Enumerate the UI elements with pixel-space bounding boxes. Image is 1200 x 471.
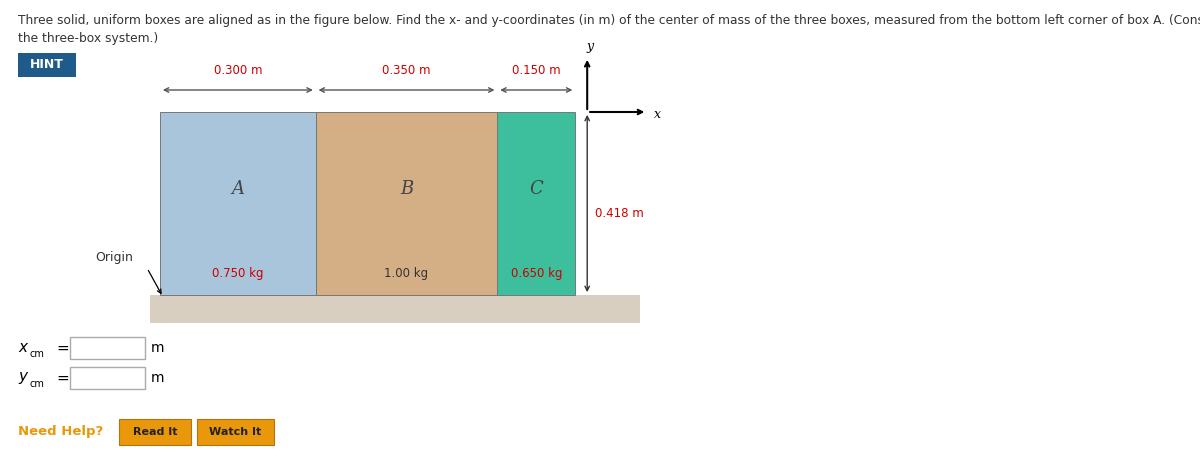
Text: m: m [151, 341, 164, 355]
FancyBboxPatch shape [150, 295, 641, 323]
Text: Three solid, uniform boxes are aligned as in the figure below. Find the x- and y: Three solid, uniform boxes are aligned a… [18, 14, 1200, 27]
Text: C: C [529, 179, 544, 197]
FancyBboxPatch shape [316, 112, 497, 295]
Text: $x$: $x$ [18, 341, 30, 355]
Text: 0.750 kg: 0.750 kg [212, 267, 264, 279]
Text: 0.418 m: 0.418 m [595, 207, 644, 220]
Text: x: x [654, 107, 661, 121]
Text: 0.150 m: 0.150 m [512, 64, 560, 77]
Text: cm: cm [29, 379, 44, 389]
Text: $y$: $y$ [18, 370, 30, 386]
Text: Need Help?: Need Help? [18, 425, 103, 439]
Text: 0.300 m: 0.300 m [214, 64, 262, 77]
Text: the three-box system.): the three-box system.) [18, 32, 158, 45]
FancyBboxPatch shape [160, 112, 316, 295]
Text: y: y [587, 40, 594, 53]
FancyBboxPatch shape [18, 53, 76, 77]
FancyBboxPatch shape [70, 367, 145, 389]
FancyBboxPatch shape [119, 419, 191, 445]
Text: B: B [400, 179, 413, 197]
Text: A: A [232, 179, 245, 197]
FancyBboxPatch shape [497, 112, 575, 295]
Text: Origin: Origin [95, 252, 133, 265]
Text: Watch It: Watch It [209, 427, 262, 437]
Text: HINT: HINT [30, 58, 64, 72]
Text: =: = [56, 341, 68, 356]
Text: 0.650 kg: 0.650 kg [510, 267, 562, 279]
Text: =: = [56, 371, 68, 385]
Text: 1.00 kg: 1.00 kg [384, 267, 428, 279]
FancyBboxPatch shape [70, 337, 145, 359]
FancyBboxPatch shape [197, 419, 274, 445]
Text: cm: cm [29, 349, 44, 359]
Text: Read It: Read It [133, 427, 178, 437]
Text: m: m [151, 371, 164, 385]
Text: 0.350 m: 0.350 m [383, 64, 431, 77]
